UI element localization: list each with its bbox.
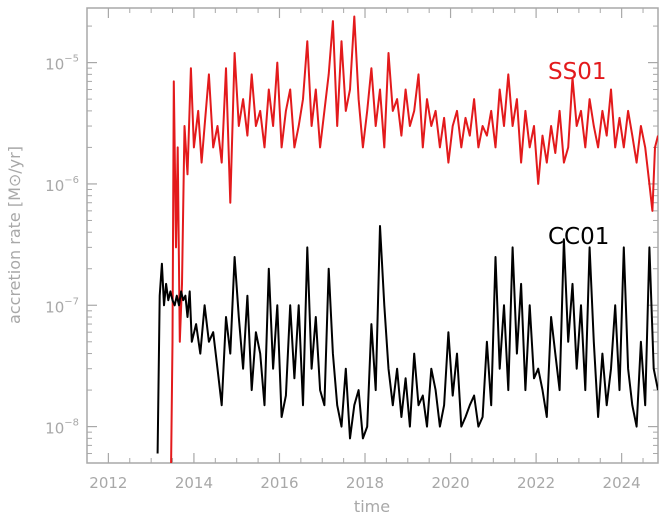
y-tick-label: 10−8: [45, 418, 79, 438]
x-tick-label: 2016: [260, 474, 298, 492]
y-tick-label: 10−5: [45, 54, 79, 74]
x-axis-label: time: [354, 497, 390, 515]
series-layer: [156, 15, 658, 463]
legend-entry-ss01: SS01: [548, 59, 606, 85]
x-tick-label: 2014: [175, 474, 213, 492]
ticks-layer: [86, 8, 658, 463]
x-tick-label: 2018: [346, 474, 384, 492]
legend-entry-cc01: CC01: [548, 224, 609, 250]
y-tick-label: 10−6: [45, 175, 79, 195]
series-line-ss01: [170, 15, 658, 463]
y-tick-labels: 10−8 10−7 10−6 10−5: [45, 54, 79, 438]
x-tick-label: 2024: [603, 474, 641, 492]
x-tick-label: 2020: [431, 474, 469, 492]
x-tick-label: 2022: [517, 474, 555, 492]
y-axis-label: accretion rate [M⊙/yr]: [5, 146, 24, 324]
series-line-cc01: [156, 225, 658, 454]
x-tick-label: 2012: [89, 474, 127, 492]
x-tick-labels: 2012 2014 2016 2018 2020 2022 2024: [89, 474, 640, 492]
y-tick-label: 10−7: [45, 296, 79, 316]
plot-frame: [86, 7, 659, 464]
